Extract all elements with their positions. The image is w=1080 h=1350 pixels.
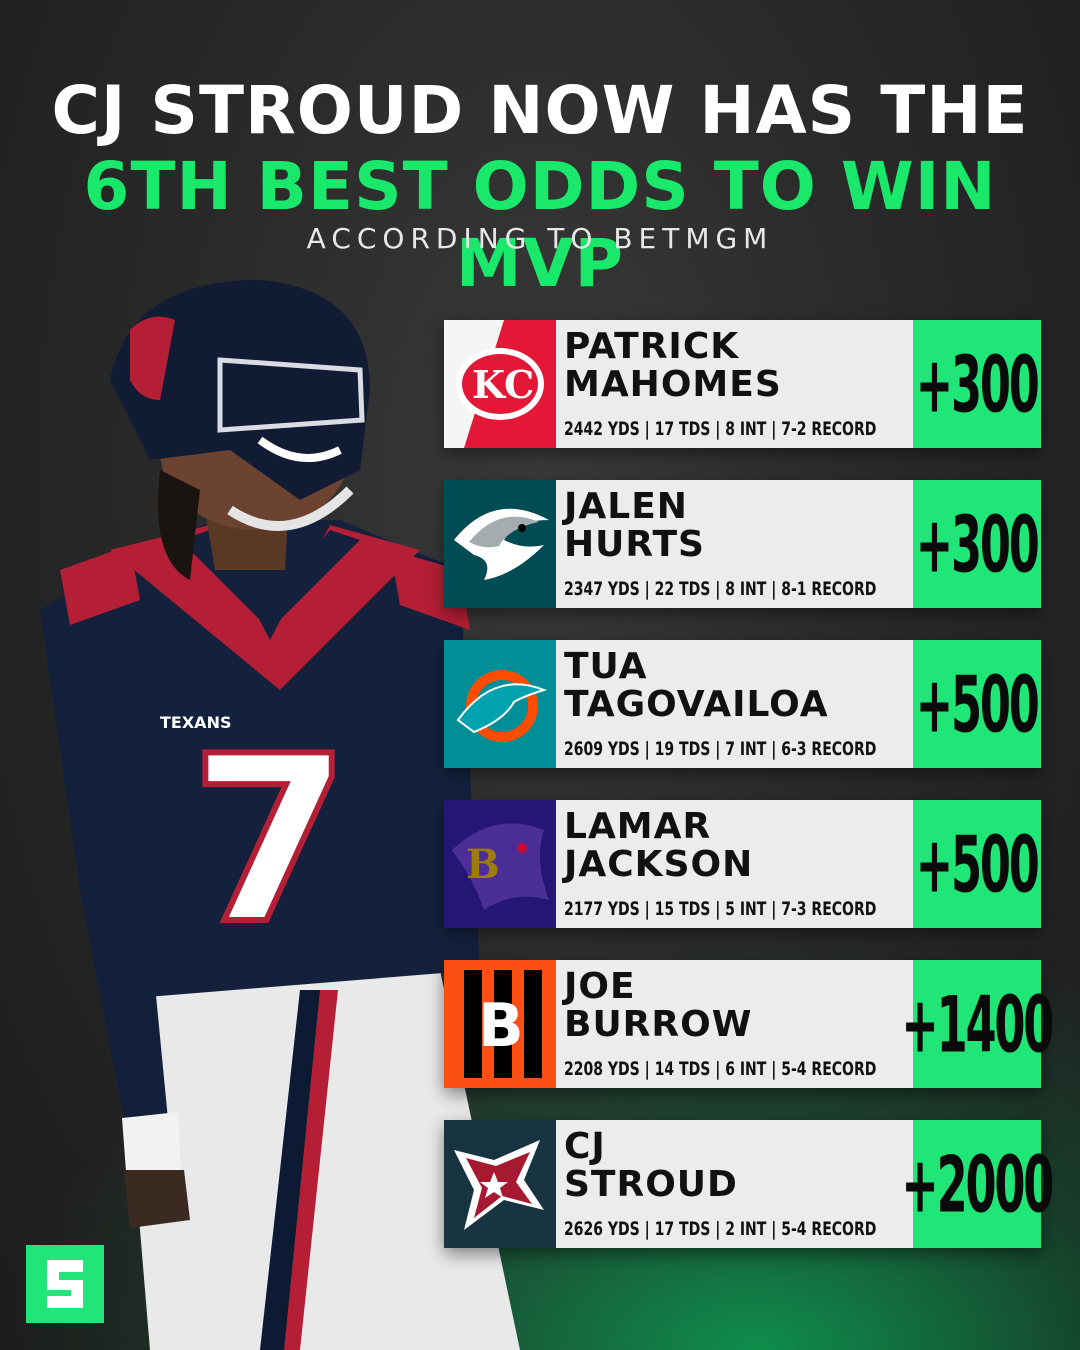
player-stats: 2347 YDS | 22 TDS | 8 INT | 8-1 RECORD <box>564 578 877 600</box>
odds-value: +300 <box>913 320 1041 448</box>
player-name: JALEN HURTS <box>564 486 705 565</box>
texans-logo-icon <box>444 1120 556 1248</box>
odds-value: +500 <box>913 800 1041 928</box>
player-card-hurts: JALEN HURTS 2347 YDS | 22 TDS | 8 INT | … <box>444 480 1041 608</box>
svg-text:7: 7 <box>190 708 350 975</box>
svg-text:TEXANS: TEXANS <box>160 713 231 732</box>
odds-value: +2000 <box>902 1120 1055 1248</box>
player-stats: 2609 YDS | 19 TDS | 7 INT | 6-3 RECORD <box>564 738 877 760</box>
chiefs-logo-icon: KC <box>444 320 556 448</box>
player-name: PATRICK MAHOMES <box>564 326 782 405</box>
headline-line-2: 6TH BEST ODDS TO WIN MVP <box>83 148 997 302</box>
svg-text:KC: KC <box>472 362 534 407</box>
player-stats: 2626 YDS | 17 TDS | 2 INT | 5-4 RECORD <box>564 1218 877 1240</box>
eagles-logo-icon <box>444 480 556 608</box>
player-name: TUA TAGOVAILOA <box>564 646 829 725</box>
player-stats: 2208 YDS | 14 TDS | 6 INT | 5-4 RECORD <box>564 1058 877 1080</box>
player-card-burrow: B JOE BURROW 2208 YDS | 14 TDS | 6 INT |… <box>444 960 1055 1088</box>
odds-value: +500 <box>913 640 1041 768</box>
player-name: LAMAR JACKSON <box>564 806 754 885</box>
player-card-jackson: B LAMAR JACKSON 2177 YDS | 15 TDS | 5 IN… <box>444 800 1041 928</box>
player-card-tagovailoa: TUA TAGOVAILOA 2609 YDS | 19 TDS | 7 INT… <box>444 640 1041 768</box>
player-stats: 2177 YDS | 15 TDS | 5 INT | 7-3 RECORD <box>564 898 877 920</box>
headline-line-1: CJ STROUD NOW HAS THE <box>51 72 1029 149</box>
bengals-logo-icon: B <box>444 960 556 1088</box>
player-card-mahomes: KC PATRICK MAHOMES 2442 YDS | 17 TDS | 8… <box>444 320 1041 448</box>
brand-s-logo-icon <box>26 1245 104 1323</box>
svg-text:B: B <box>478 991 524 1061</box>
odds-value: +1400 <box>902 960 1055 1088</box>
player-photo: 7 TEXANS <box>40 280 520 1350</box>
player-card-stroud: CJ STROUD 2626 YDS | 17 TDS | 2 INT | 5-… <box>444 1120 1055 1248</box>
headline-subtitle: ACCORDING TO BETMGM <box>306 222 774 255</box>
player-name: JOE BURROW <box>564 966 753 1045</box>
player-name: CJ STROUD <box>564 1126 738 1205</box>
odds-value: +300 <box>913 480 1041 608</box>
player-stats: 2442 YDS | 17 TDS | 8 INT | 7-2 RECORD <box>564 418 877 440</box>
ravens-logo-icon: B <box>444 800 556 928</box>
dolphins-logo-icon <box>444 640 556 768</box>
svg-text:B: B <box>466 841 500 888</box>
